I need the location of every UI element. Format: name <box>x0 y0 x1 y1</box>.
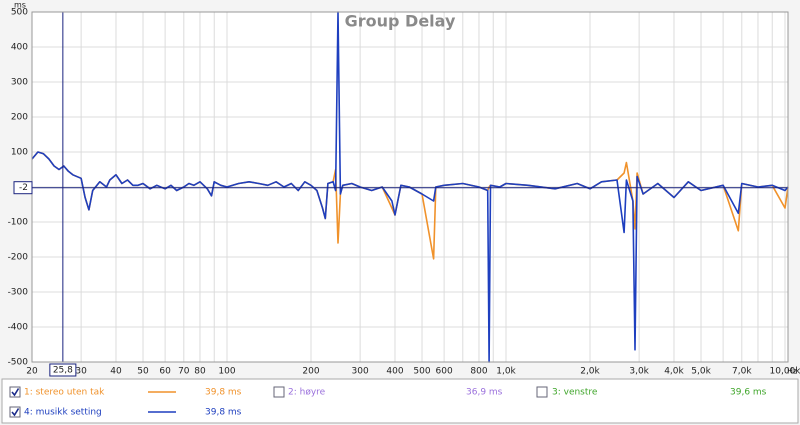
legend-checkbox[interactable] <box>9 386 21 398</box>
x-tick-label: 60 <box>159 367 171 377</box>
x-tick-label: 100 <box>218 367 235 377</box>
legend-checkbox[interactable] <box>9 406 21 418</box>
y-tick-label: -400 <box>8 323 29 333</box>
x-tick-label: 10,00k <box>770 367 800 377</box>
legend-checkbox[interactable] <box>536 386 548 398</box>
x-tick-label: 500 <box>413 367 430 377</box>
x-unit: Hz <box>787 367 797 376</box>
y-tick-label: 100 <box>11 148 28 158</box>
x-tick-label: 2,0k <box>580 367 600 377</box>
x-tick-label: 70 <box>178 367 190 377</box>
x-tick-label: 200 <box>302 367 319 377</box>
legend-check <box>11 408 20 417</box>
cursor-x-box <box>49 363 77 377</box>
series-line <box>31 11 789 363</box>
legend-readout: 39,8 ms <box>205 388 242 398</box>
legend-readout: 36,9 ms <box>466 388 503 398</box>
y-tick-label: -200 <box>8 253 29 263</box>
y-tick-label: -500 <box>8 358 29 368</box>
cursor-y-box <box>13 181 33 195</box>
x-tick-label: 400 <box>386 367 403 377</box>
y-tick-label: 300 <box>11 78 28 88</box>
cursor-y-label: -2 <box>19 183 28 193</box>
x-tick-label: 7,0k <box>732 367 752 377</box>
x-tick-label: 40 <box>110 367 122 377</box>
legend-check <box>11 388 20 397</box>
x-tick-label: 300 <box>352 367 369 377</box>
chart-title: Group Delay <box>345 12 456 31</box>
x-tick-label: 30 <box>75 367 87 377</box>
y-tick-label: -100 <box>8 218 29 228</box>
x-tick-label: 50 <box>137 367 149 377</box>
x-tick-label: 800 <box>470 367 487 377</box>
x-tick-label: 5,0k <box>691 367 711 377</box>
y-unit: ms <box>14 1 26 10</box>
legend-readout: 39,6 ms <box>730 388 767 398</box>
y-tick-label: 200 <box>11 113 28 123</box>
x-tick-label: 3,0k <box>629 367 649 377</box>
legend-name: 1: stereo uten tak <box>24 388 105 398</box>
x-tick-label: 80 <box>194 367 206 377</box>
legend-name: 4: musikk setting <box>24 408 102 418</box>
y-tick-label: 400 <box>11 43 28 53</box>
y-tick-label: 500 <box>11 8 28 18</box>
x-tick-label: 20 <box>26 367 38 377</box>
cursor-x-label: 25,8 <box>53 366 73 376</box>
y-tick-label: -300 <box>8 288 29 298</box>
x-tick-label: 4,0k <box>664 367 684 377</box>
legend-panel <box>1 378 799 424</box>
x-tick-label: 1,0k <box>496 367 516 377</box>
x-tick-label: 600 <box>436 367 453 377</box>
legend-name: 3: venstre <box>552 388 598 398</box>
legend-checkbox[interactable] <box>273 386 285 398</box>
legend-readout: 39,8 ms <box>205 408 242 418</box>
legend-name: 2: høyre <box>288 388 326 398</box>
